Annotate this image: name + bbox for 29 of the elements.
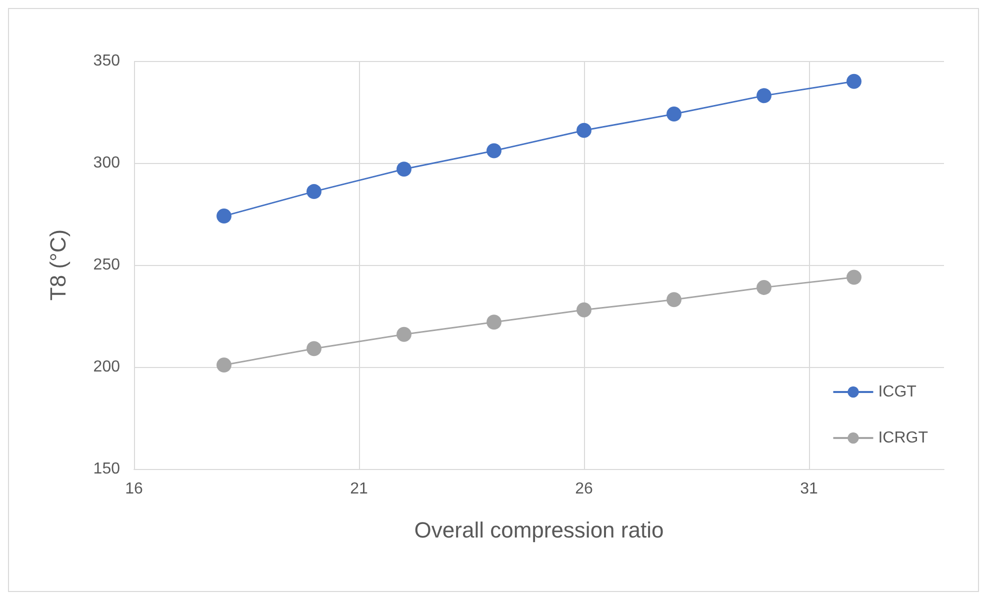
point (486, 143, 502, 158)
x-tick-label: 26 (575, 480, 593, 498)
point (846, 74, 862, 89)
x-tick-label: 16 (125, 480, 143, 498)
point (216, 357, 232, 372)
y-tick-label: 150 (93, 460, 120, 478)
point (756, 280, 772, 295)
point (306, 341, 322, 356)
point (576, 302, 592, 318)
y-axis-title: T8 (°C) (46, 229, 70, 301)
point (396, 162, 412, 177)
legend-label: ICGT (878, 384, 917, 400)
point (846, 270, 862, 285)
x-axis-title: Overall compression ratio (414, 518, 664, 542)
y-tick-label: 200 (93, 358, 120, 376)
point (666, 106, 682, 122)
x-tick-label: 21 (350, 480, 368, 498)
point (306, 184, 322, 200)
y-tick-label: 300 (93, 154, 120, 172)
y-tick-label: 250 (93, 256, 120, 274)
point (486, 314, 502, 330)
point (666, 292, 682, 308)
point (396, 326, 412, 342)
point (576, 122, 592, 138)
y-tick-label: 350 (93, 52, 120, 70)
point (756, 88, 772, 104)
point (216, 208, 232, 224)
legend-label: ICRGT (878, 430, 928, 446)
x-tick-label: 31 (800, 480, 818, 498)
